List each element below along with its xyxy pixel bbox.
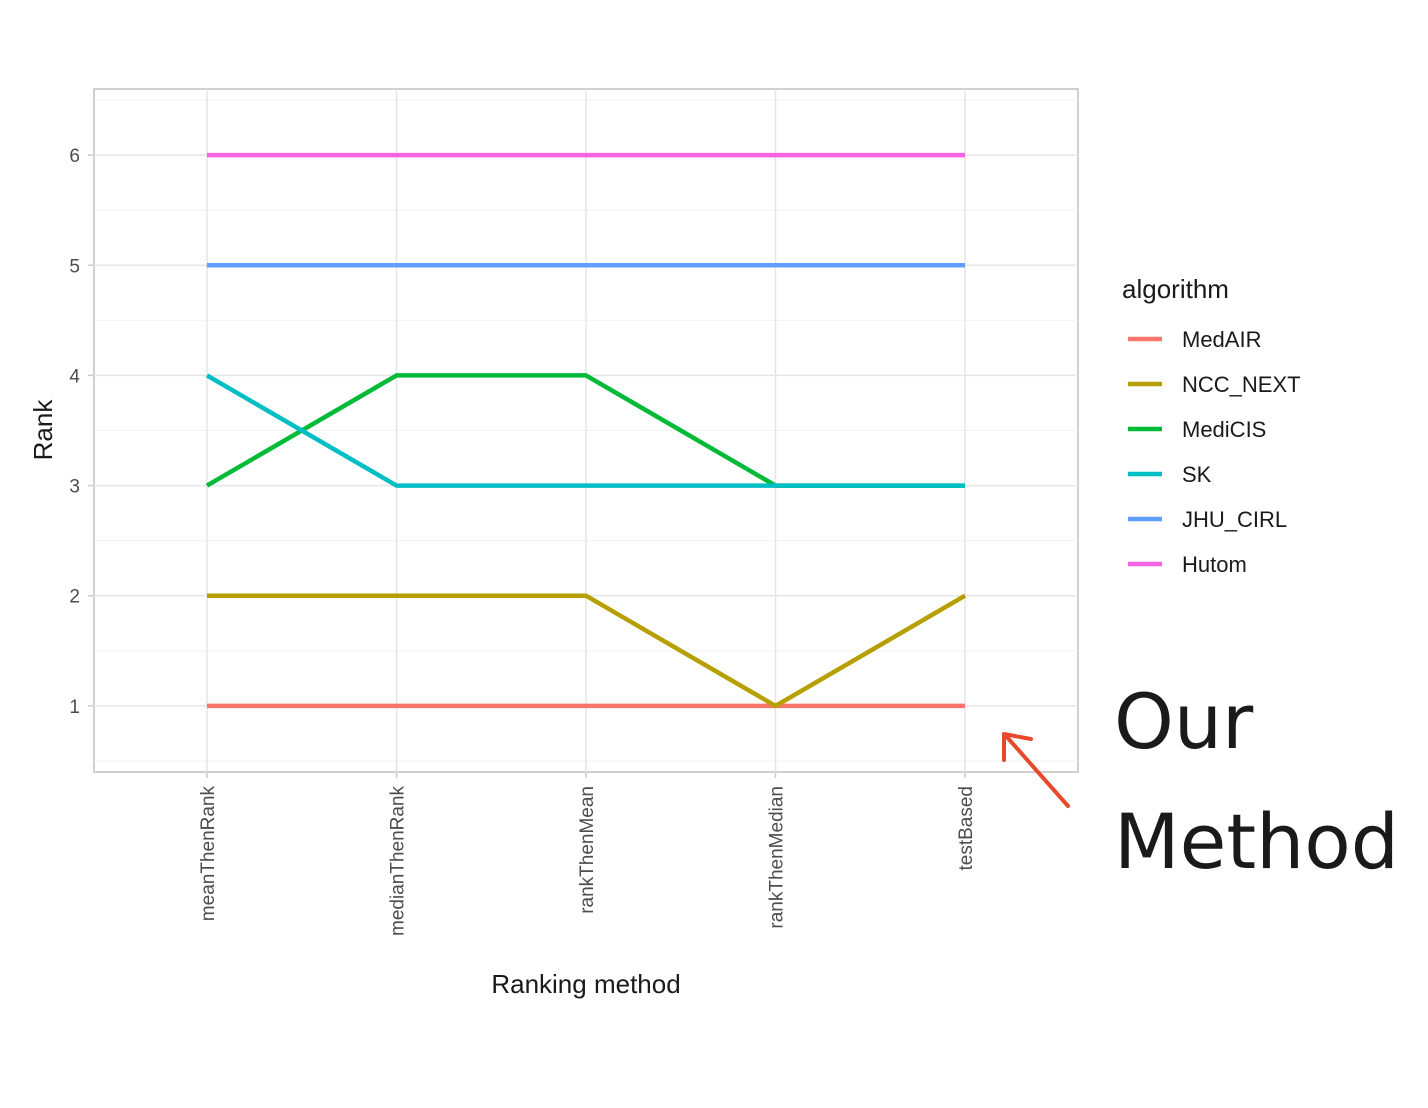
legend-label: MediCIS <box>1182 417 1266 442</box>
y-tick-label: 5 <box>69 256 80 277</box>
series-line-ncc-next <box>207 593 967 709</box>
x-tick-label: rankThenMean <box>577 786 598 914</box>
y-tick-label: 4 <box>69 366 80 387</box>
legend-item: Hutom <box>1128 552 1247 577</box>
y-tick-label: 2 <box>69 587 80 608</box>
annotation: Our Method <box>1002 677 1399 886</box>
y-tick-label: 3 <box>69 477 80 498</box>
legend-label: JHU_CIRL <box>1182 507 1287 532</box>
legend-label: Hutom <box>1182 552 1247 577</box>
y-axis-title: Rank <box>28 399 58 461</box>
y-tick-labels: 1 2 3 4 5 6 <box>69 146 94 718</box>
annotation-arrow-icon <box>1002 732 1070 808</box>
legend-title: algorithm <box>1122 274 1229 304</box>
arrow-shaft <box>1004 734 1070 808</box>
annotation-line-1: Our <box>1114 677 1254 766</box>
arrow-head <box>1002 732 1033 762</box>
series-line-sk <box>205 373 965 488</box>
legend-label: NCC_NEXT <box>1182 372 1301 397</box>
legend: MedAIR NCC_NEXT MediCIS SK JHU_CIRL Hutom <box>1128 327 1301 577</box>
y-tick-label: 1 <box>69 697 80 718</box>
x-tick-label: meanThenRank <box>198 786 219 922</box>
legend-label: MedAIR <box>1182 327 1261 352</box>
x-tick-label: medianThenRank <box>388 786 409 936</box>
legend-item: NCC_NEXT <box>1128 372 1301 397</box>
legend-item: MedAIR <box>1128 327 1261 352</box>
legend-label: SK <box>1182 462 1212 487</box>
x-axis-title: Ranking method <box>491 969 680 999</box>
y-tick-label: 6 <box>69 146 80 167</box>
x-tick-labels: meanThenRank medianThenRank rankThenMean ra… <box>198 772 977 936</box>
legend-item: JHU_CIRL <box>1128 507 1287 532</box>
annotation-line-2: Method <box>1114 797 1399 886</box>
x-tick-label: rankThenMedian <box>767 786 788 929</box>
legend-item: SK <box>1128 462 1212 487</box>
legend-item: MediCIS <box>1128 417 1266 442</box>
series-lines <box>205 152 967 709</box>
x-tick-label: testBased <box>956 786 977 871</box>
